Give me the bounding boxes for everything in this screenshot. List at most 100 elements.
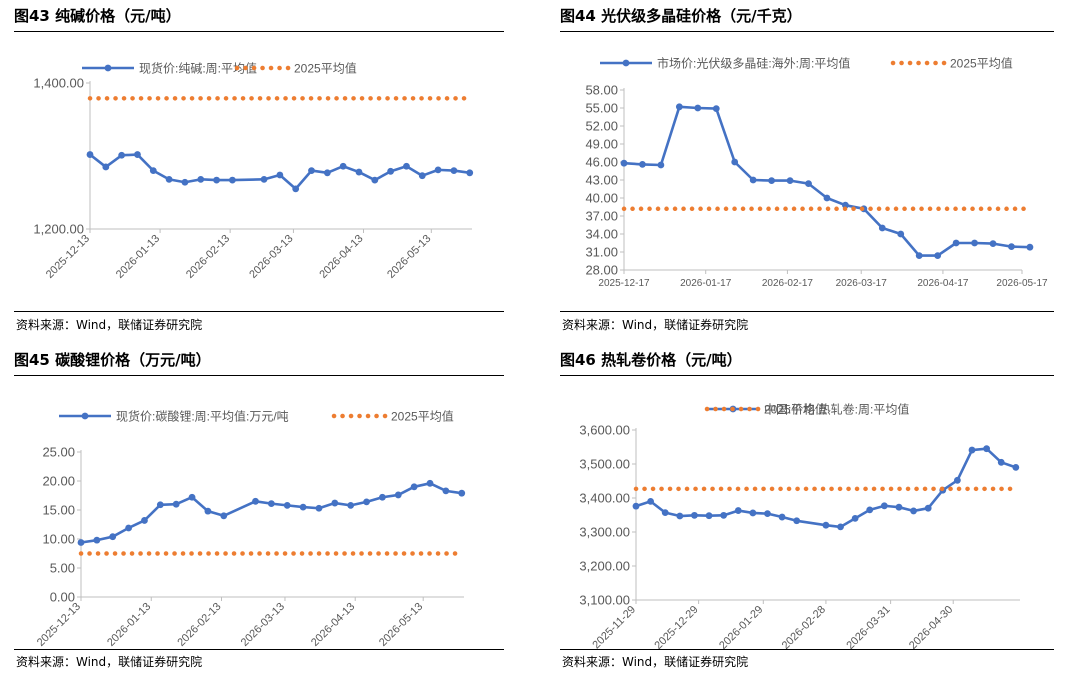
data-point	[661, 509, 669, 517]
source-rule	[14, 649, 504, 650]
x-tick-label: 2026-02-13	[184, 233, 232, 281]
data-point	[675, 103, 683, 111]
x-tick-label: 2026-03-13	[239, 601, 287, 649]
figure-title: 图44 光伏级多晶硅价格（元/千克）	[560, 7, 802, 25]
data-point	[347, 501, 355, 509]
data-point	[1026, 243, 1034, 251]
data-point	[252, 497, 259, 505]
data-point	[93, 536, 101, 544]
y-tick-label: 49.00	[585, 137, 618, 152]
x-tick-label: 2025-12-29	[652, 604, 700, 652]
data-point	[134, 151, 141, 158]
data-point	[983, 445, 991, 453]
x-tick-label: 2026-04-30	[907, 604, 955, 652]
legend-marker	[104, 64, 112, 72]
data-point	[466, 169, 474, 177]
x-tick-label: 2025-12-13	[44, 233, 92, 281]
data-point	[878, 224, 886, 232]
data-point	[156, 501, 164, 509]
hot-rolled-coil-price-chart: 3,100.00 3,200.00 3,300.00 3,400.00 3,500.00…	[579, 402, 1020, 652]
source-rule	[560, 311, 1054, 312]
data-point	[910, 507, 917, 515]
data-point	[77, 539, 85, 546]
x-tick-label: 2026-04-13	[309, 601, 357, 649]
legend-label: 2025平均值	[294, 61, 357, 76]
figure-title: 图43 纯碱价格（元/吨）	[14, 7, 181, 25]
source-note: 资料来源：Wind，联储证券研究院	[16, 318, 203, 332]
data-point	[387, 167, 395, 175]
data-point	[283, 501, 291, 509]
source-rule	[560, 649, 1054, 650]
data-point	[989, 240, 997, 248]
data-point	[657, 161, 665, 169]
data-point	[188, 493, 196, 501]
source-note: 资料来源：Wind，联储证券研究院	[562, 318, 749, 332]
x-tick-label: 2026-02-17	[762, 278, 814, 289]
data-point	[620, 159, 628, 167]
data-point	[403, 162, 410, 170]
data-point	[292, 185, 300, 193]
legend-label: 现货价:碳酸锂:周:平均值:万元/吨	[116, 409, 289, 424]
data-point	[1008, 243, 1015, 251]
x-tick-label: 2026-03-13	[247, 233, 295, 281]
legend-label: 现货价:纯碱:周:平均值	[139, 61, 257, 76]
x-tick-label: 2026-01-13	[114, 233, 162, 281]
data-point	[299, 503, 307, 511]
y-tick-label: 43.00	[585, 173, 618, 188]
x-tick-label: 2026-02-13	[175, 601, 223, 649]
y-tick-label: 28.00	[585, 263, 618, 278]
data-point	[734, 507, 742, 514]
data-point	[118, 151, 126, 159]
data-point	[276, 171, 284, 179]
figure-46-panel: 图46 热轧卷价格（元/吨） 3,100.00 3,200.00 3,300.00 3…	[560, 344, 1054, 675]
title-rule	[14, 375, 504, 376]
data-point	[394, 491, 402, 499]
data-point	[418, 172, 426, 180]
legend-label: 市场价:光伏级多晶硅:海外:周:平均值	[657, 56, 850, 71]
data-point	[379, 493, 386, 501]
y-tick-label: 52.00	[585, 119, 618, 134]
data-point	[952, 239, 960, 247]
data-point	[632, 502, 640, 510]
data-point	[676, 512, 684, 520]
data-point	[426, 479, 434, 487]
data-point	[315, 504, 323, 512]
data-point	[837, 523, 844, 531]
x-tick-label: 2026-05-13	[377, 601, 425, 649]
data-point	[691, 511, 698, 519]
x-tick-label: 2026-02-28	[780, 604, 828, 652]
title-rule	[560, 375, 1054, 376]
data-point	[720, 511, 728, 519]
data-point	[229, 176, 236, 184]
data-point	[968, 446, 976, 454]
y-tick-label: 3,100.00	[579, 593, 630, 608]
data-point	[934, 252, 942, 259]
legend-label: 2025平均值	[950, 56, 1013, 71]
data-point	[1012, 464, 1020, 471]
data-point	[842, 201, 849, 209]
y-tick-label: 31.00	[585, 245, 618, 260]
data-point	[260, 175, 268, 183]
data-point	[323, 169, 331, 177]
data-point	[712, 105, 720, 112]
y-tick-label: 3,300.00	[579, 525, 630, 540]
legend-marker	[81, 412, 89, 420]
y-tick-label: 10.00	[42, 532, 75, 547]
data-point	[331, 499, 339, 507]
data-point	[165, 175, 173, 183]
y-tick-label: 0.00	[50, 590, 75, 605]
data-point	[458, 489, 466, 497]
soda-ash-price-chart: 1,200.00 1,400.00 2025-12-13 2026-01-13 2026…	[33, 61, 475, 281]
series-price-line	[80, 482, 462, 544]
figure-45-panel: 图45 碳酸锂价格（万元/吨） 0.00 5.00 10.00 15.00 20.00 2…	[14, 344, 504, 675]
data-point	[410, 483, 418, 491]
data-point	[997, 458, 1005, 466]
polysilicon-price-chart: 28.00 31.00 34.00 37.00 40.00 43.00 46.00 49.00…	[585, 56, 1048, 290]
series-price-line	[623, 105, 1030, 257]
data-point	[694, 104, 702, 112]
data-point	[915, 252, 923, 259]
data-point	[823, 194, 831, 202]
legend-label: 2025平均值	[764, 402, 827, 417]
x-tick-label: 2025-12-17	[598, 278, 650, 289]
data-point	[220, 512, 228, 520]
